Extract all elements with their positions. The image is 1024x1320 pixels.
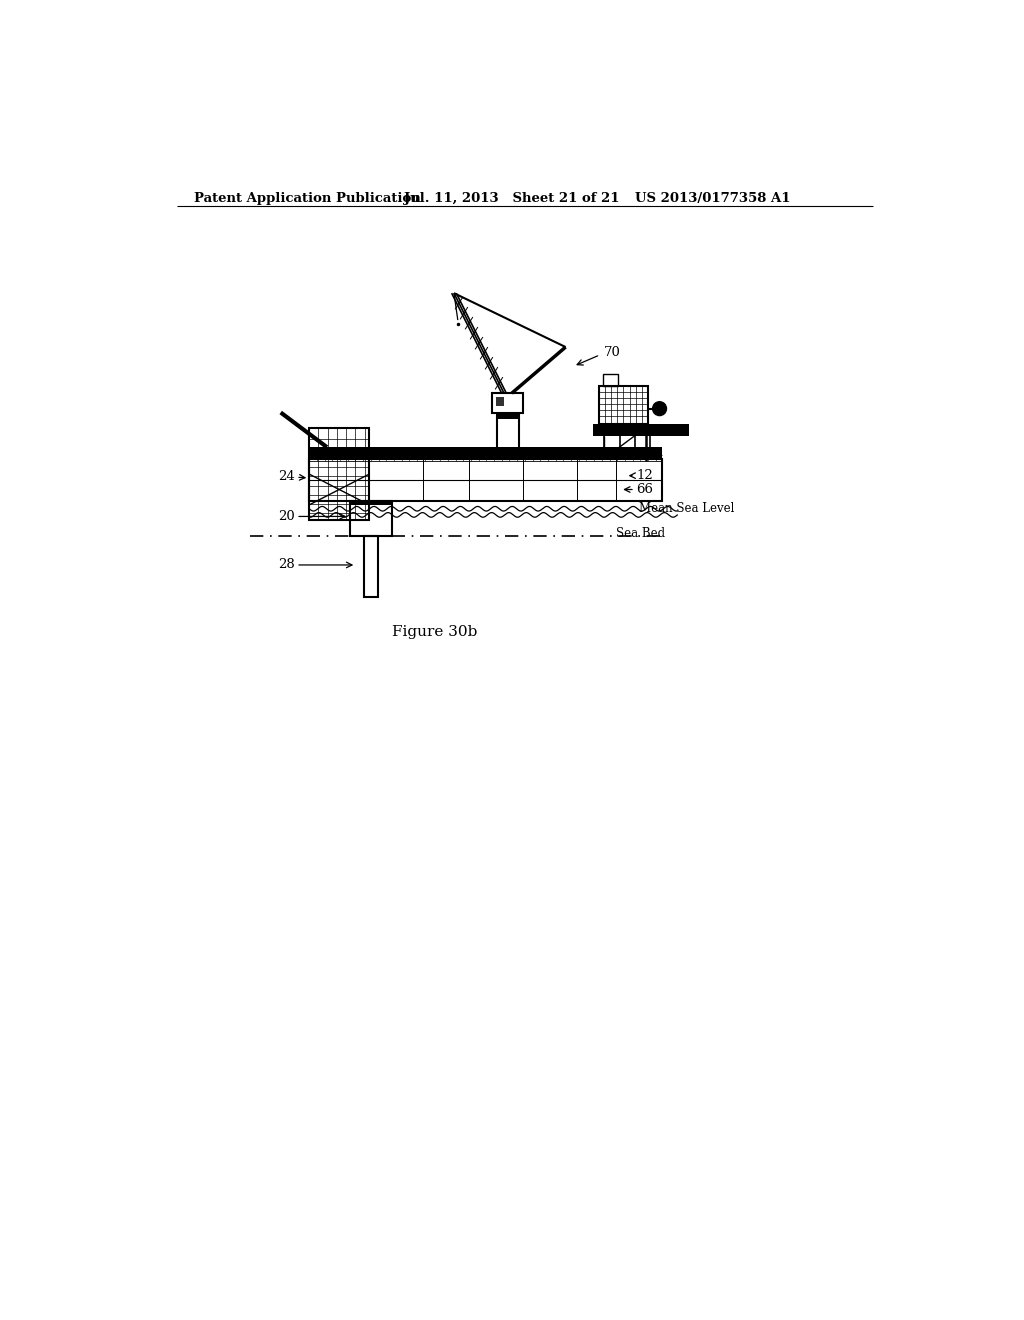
Bar [493, 393, 523, 412]
Text: Mean Sea Level: Mean Sea Level [639, 502, 734, 515]
Bar [497, 412, 518, 418]
Text: 66: 66 [637, 483, 653, 496]
Text: Figure 30b: Figure 30b [392, 624, 477, 639]
Bar [309, 447, 662, 459]
Text: Patent Application Publication: Patent Application Publication [195, 191, 421, 205]
Bar [309, 459, 662, 502]
Bar [350, 502, 392, 506]
Bar [350, 502, 392, 536]
Text: Sea Bed: Sea Bed [615, 527, 665, 540]
Text: 24: 24 [278, 470, 295, 483]
Bar [593, 424, 689, 436]
Text: 20: 20 [278, 510, 295, 523]
Bar [599, 385, 648, 424]
Bar [309, 428, 370, 520]
Bar [497, 412, 518, 459]
Bar [497, 397, 504, 407]
Circle shape [652, 401, 667, 416]
Text: US 2013/0177358 A1: US 2013/0177358 A1 [635, 191, 791, 205]
Bar [365, 536, 378, 597]
Text: 12: 12 [637, 469, 653, 482]
Bar [602, 374, 617, 385]
Text: 70: 70 [604, 346, 621, 359]
Text: 28: 28 [278, 558, 295, 572]
Text: Jul. 11, 2013   Sheet 21 of 21: Jul. 11, 2013 Sheet 21 of 21 [403, 191, 620, 205]
